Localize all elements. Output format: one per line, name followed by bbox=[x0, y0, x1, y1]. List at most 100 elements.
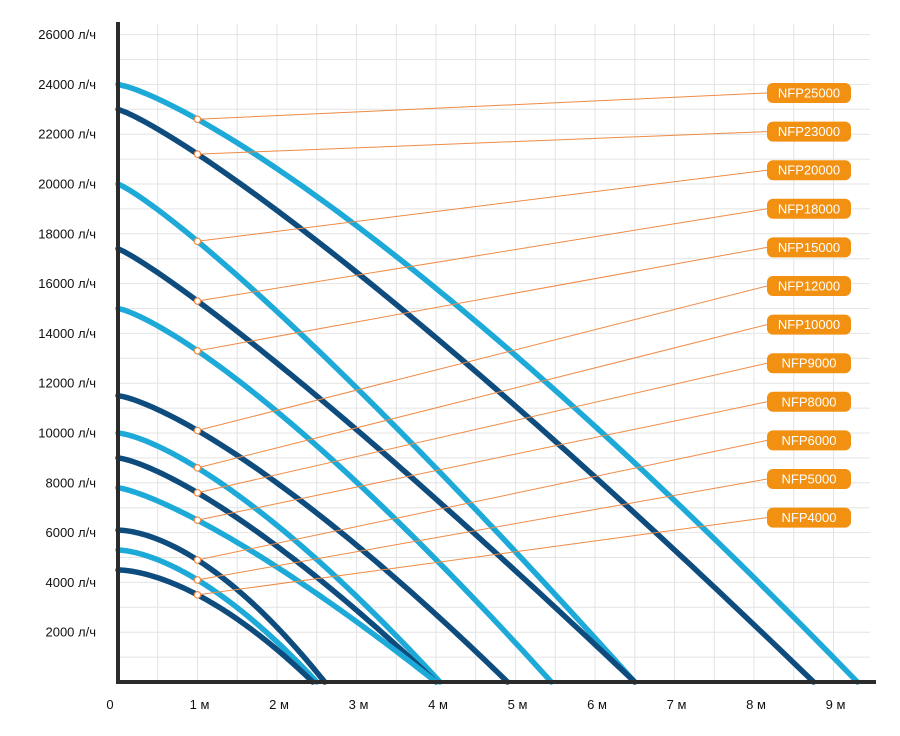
marker-nfp9000 bbox=[193, 488, 202, 497]
marker-nfp12000 bbox=[193, 426, 202, 435]
x-tick-label: 6 м bbox=[587, 697, 607, 712]
y-tick-label: 26000 л/ч bbox=[38, 27, 96, 42]
y-tick-label: 14000 л/ч bbox=[38, 326, 96, 341]
x-tick-label: 8 м bbox=[746, 697, 766, 712]
marker-nfp25000 bbox=[193, 115, 202, 124]
x-tick-label: 4 м bbox=[428, 697, 448, 712]
legend-label: NFP18000 bbox=[778, 201, 840, 216]
y-tick-label: 12000 л/ч bbox=[38, 376, 96, 391]
curve-nfp4000 bbox=[115, 567, 316, 685]
legend-label: NFP12000 bbox=[778, 279, 840, 294]
curve-nfp12000 bbox=[115, 392, 511, 685]
legend-badge bbox=[767, 391, 851, 412]
legend-label: NFP4000 bbox=[782, 510, 837, 525]
y-tick-label: 20000 л/ч bbox=[38, 177, 96, 192]
legend-item-nfp5000: NFP5000 bbox=[767, 469, 851, 489]
curve-nfp6000 bbox=[115, 527, 328, 685]
leader-line-nfp12000 bbox=[197, 285, 768, 431]
marker-nfp23000 bbox=[193, 150, 202, 158]
x-tick-label: 2 м bbox=[269, 697, 289, 712]
leader-line-nfp9000 bbox=[197, 362, 768, 494]
legend: NFP25000 NFP23000 NFP20000 NFP18000 NFP15000… bbox=[767, 83, 851, 528]
legend-badge bbox=[767, 430, 851, 451]
y-tick-label: 18000 л/ч bbox=[38, 226, 96, 241]
leader-line-nfp25000 bbox=[197, 92, 768, 120]
curve-nfp20000 bbox=[115, 181, 638, 685]
x-tick-label: 5 м bbox=[508, 697, 528, 712]
leader-line-nfp5000 bbox=[197, 478, 768, 581]
legend-label: NFP5000 bbox=[782, 472, 837, 487]
legend-badge bbox=[767, 353, 851, 374]
legend-item-nfp10000: NFP10000 bbox=[767, 314, 851, 335]
marker-nfp8000 bbox=[193, 516, 202, 524]
legend-label: NFP25000 bbox=[778, 86, 840, 101]
y-tick-label: 16000 л/ч bbox=[38, 276, 96, 291]
legend-badge bbox=[767, 507, 851, 528]
leader-line-nfp6000 bbox=[197, 439, 768, 561]
legend-badge bbox=[767, 276, 851, 296]
legend-badge bbox=[767, 314, 851, 335]
legend-item-nfp20000: NFP20000 bbox=[767, 160, 851, 181]
curve-nfp18000 bbox=[115, 245, 638, 685]
legend-label: NFP6000 bbox=[782, 433, 837, 448]
legend-badge bbox=[767, 160, 851, 181]
y-tick-label: 2000 л/ч bbox=[45, 625, 96, 640]
leader-line-nfp8000 bbox=[197, 401, 768, 521]
legend-item-nfp25000: NFP25000 bbox=[767, 83, 851, 103]
x-tick-label: 3 м bbox=[349, 697, 369, 712]
tick-labels: 2000 л/ч 4000 л/ч 6000 л/ч 8000 л/ч 10000 л/… bbox=[38, 27, 845, 712]
legend-label: NFP20000 bbox=[778, 163, 840, 178]
legend-item-nfp6000: NFP6000 bbox=[767, 430, 851, 451]
leader-line-nfp4000 bbox=[197, 517, 768, 596]
leader-line-nfp10000 bbox=[197, 324, 768, 469]
axes bbox=[116, 22, 876, 684]
curve-nfp8000 bbox=[115, 485, 439, 685]
legend-label: NFP10000 bbox=[778, 317, 840, 332]
y-tick-label: 4000 л/ч bbox=[45, 575, 96, 590]
leader-line-nfp20000 bbox=[197, 169, 768, 242]
marker-nfp5000 bbox=[193, 576, 202, 584]
legend-label: NFP8000 bbox=[782, 394, 837, 409]
y-tick-label: 6000 л/ч bbox=[45, 525, 96, 540]
x-tick-label: 7 м bbox=[667, 697, 687, 712]
legend-item-nfp8000: NFP8000 bbox=[767, 391, 851, 412]
curve-nfp25000 bbox=[115, 81, 861, 685]
x-tick-label: 1 м bbox=[190, 697, 210, 712]
x-tick-label: 0 bbox=[106, 697, 113, 712]
y-tick-label: 10000 л/ч bbox=[38, 426, 96, 441]
series-curves bbox=[115, 81, 861, 685]
legend-badge bbox=[767, 83, 851, 103]
marker-nfp15000 bbox=[193, 347, 202, 355]
legend-badge bbox=[767, 237, 851, 258]
y-tick-label: 8000 л/ч bbox=[45, 475, 96, 490]
grid bbox=[118, 24, 870, 682]
y-tick-label: 22000 л/ч bbox=[38, 127, 96, 142]
leader-line-nfp18000 bbox=[197, 208, 768, 302]
legend-item-nfp23000: NFP23000 bbox=[767, 121, 851, 142]
curve-nfp10000 bbox=[115, 430, 443, 685]
legend-item-nfp12000: NFP12000 bbox=[767, 276, 851, 296]
legend-badge bbox=[767, 469, 851, 489]
legend-label: NFP9000 bbox=[782, 356, 837, 371]
legend-badge bbox=[767, 121, 851, 142]
marker-nfp10000 bbox=[193, 464, 202, 472]
legend-item-nfp4000: NFP4000 bbox=[767, 507, 851, 528]
x-tick-label: 9 м bbox=[826, 697, 846, 712]
marker-nfp6000 bbox=[193, 556, 202, 564]
curve-nfp23000 bbox=[115, 106, 817, 685]
y-tick-label: 24000 л/ч bbox=[38, 77, 96, 92]
leader-line-nfp15000 bbox=[197, 246, 768, 352]
marker-nfp20000 bbox=[193, 237, 202, 246]
leader-line-nfp23000 bbox=[197, 131, 768, 155]
legend-badge bbox=[767, 198, 851, 219]
curve-nfp9000 bbox=[115, 455, 439, 685]
legend-item-nfp18000: NFP18000 bbox=[767, 198, 851, 219]
curve-nfp5000 bbox=[115, 547, 320, 685]
legend-item-nfp9000: NFP9000 bbox=[767, 353, 851, 374]
marker-nfp18000 bbox=[193, 297, 202, 305]
legend-label: NFP15000 bbox=[778, 240, 840, 255]
marker-nfp4000 bbox=[193, 591, 202, 599]
legend-item-nfp15000: NFP15000 bbox=[767, 237, 851, 258]
legend-leader-lines bbox=[193, 92, 768, 599]
